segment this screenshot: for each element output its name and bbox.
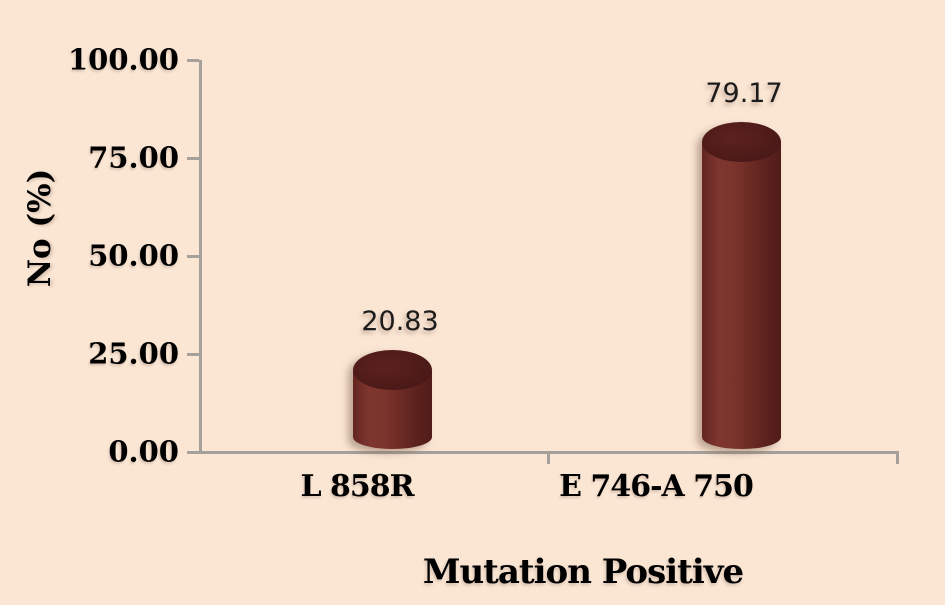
data-label-e746-a750: 79.17 bbox=[705, 77, 783, 109]
data-label-l858r: 20.83 bbox=[361, 306, 439, 338]
x-axis-line bbox=[199, 451, 899, 454]
x-tick-mark bbox=[896, 454, 899, 464]
y-tick-label: 75.00 bbox=[88, 140, 179, 175]
y-tick-mark bbox=[187, 255, 199, 258]
category-label-l858r: L 858R bbox=[300, 469, 414, 504]
category-label-e746-a750: E 746-A 750 bbox=[559, 469, 754, 504]
bar-cylinder-top bbox=[701, 121, 781, 162]
y-tick-label: 100.00 bbox=[68, 42, 179, 77]
y-tick-label: 0.00 bbox=[108, 434, 179, 469]
bar-l858r bbox=[352, 350, 432, 449]
y-tick-mark bbox=[187, 353, 199, 356]
y-tick-mark bbox=[187, 157, 199, 160]
y-tick-label: 50.00 bbox=[88, 238, 179, 273]
y-tick-mark bbox=[187, 59, 199, 62]
bar-cylinder-body bbox=[701, 141, 781, 449]
y-axis-title: No (%) bbox=[22, 168, 58, 288]
x-tick-mark bbox=[547, 454, 550, 464]
y-tick-label: 25.00 bbox=[88, 336, 179, 371]
y-axis-line bbox=[199, 60, 202, 454]
bar-e746-a750 bbox=[701, 121, 781, 449]
y-tick-mark bbox=[187, 451, 199, 454]
bar-cylinder-top bbox=[352, 350, 432, 391]
x-axis-title: Mutation Positive bbox=[422, 552, 744, 592]
